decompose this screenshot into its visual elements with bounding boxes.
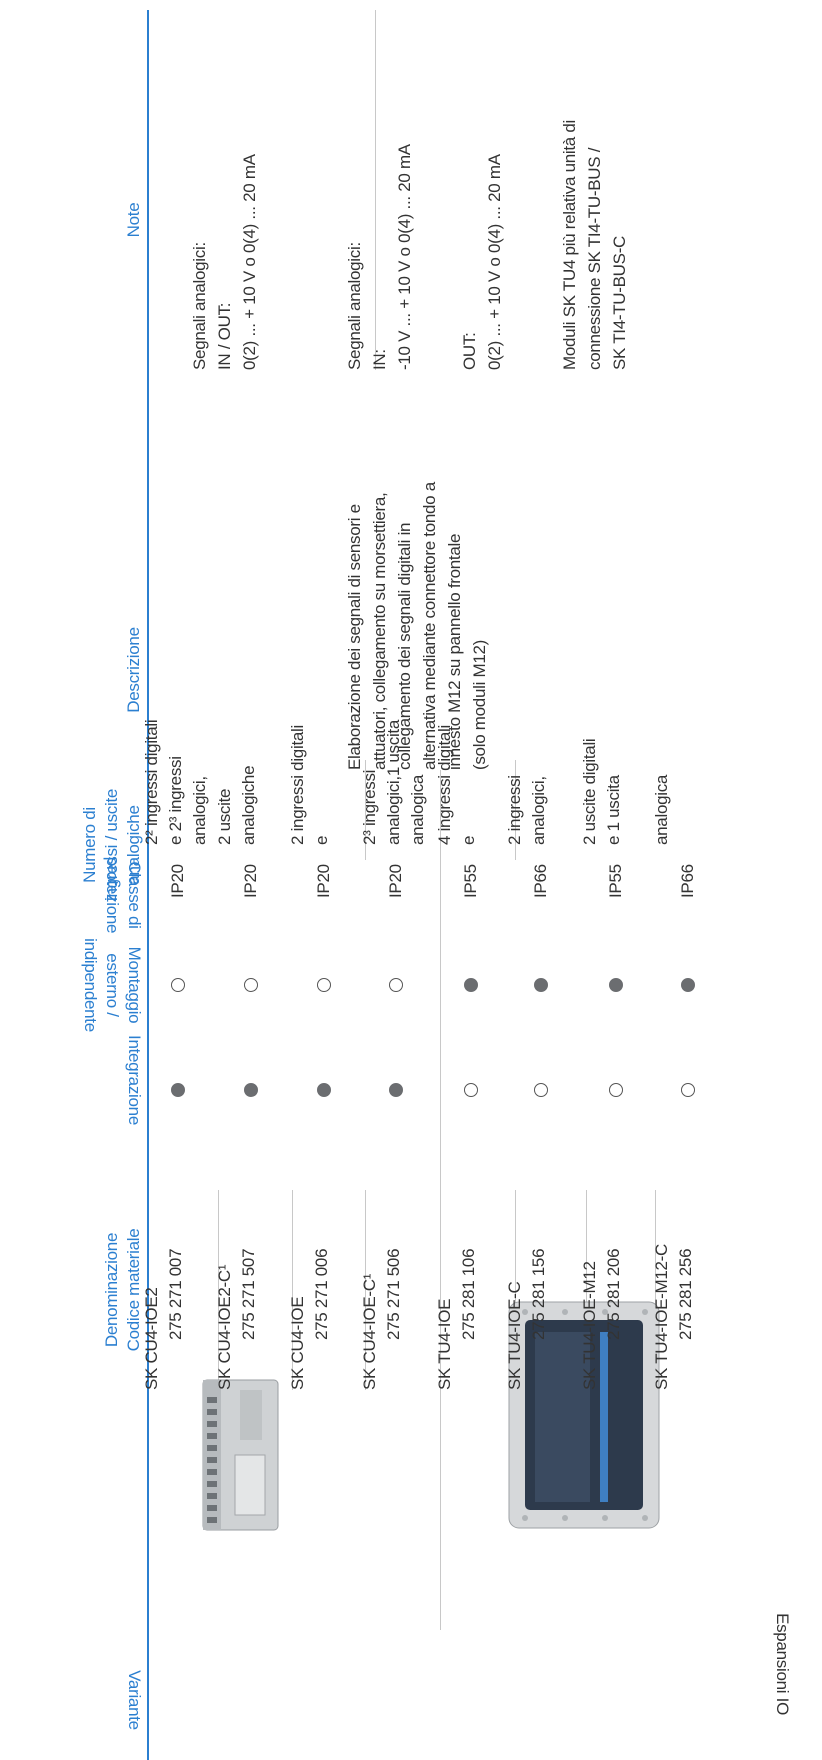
io-count: e <box>459 835 478 845</box>
header-line: Denominazione <box>102 1232 121 1348</box>
io-count: analogici, <box>529 776 548 845</box>
io-count: e 1 uscita <box>604 775 623 845</box>
io-count: 2 ingressi digitali <box>288 725 307 845</box>
protection-class: IP20 <box>314 864 333 898</box>
product-code: 275 281 206 <box>604 1248 623 1340</box>
description-line: attuatori, collegamento su morsettiera, <box>370 492 389 770</box>
product-code: 275 271 507 <box>239 1248 258 1340</box>
note-line: 0(2) ... + 10 V o 0(4) ... 20 mA <box>240 154 259 370</box>
io-count: e 2³ ingressi <box>166 756 185 845</box>
protection-class: IP66 <box>531 864 550 898</box>
note-line: -10 V ... + 10 V o 0(4) ... 20 mA <box>395 144 414 370</box>
protection-class: IP55 <box>606 864 625 898</box>
protection-class: IP66 <box>678 864 697 898</box>
bullet <box>609 1083 623 1097</box>
note-rule <box>375 10 376 370</box>
io-count: analogica <box>408 774 427 845</box>
header-variante: Variante <box>55 1650 145 1750</box>
io-count: 2³ ingressi <box>360 769 379 845</box>
note-line: IN: <box>370 349 389 370</box>
description-line: alternativa mediante connettore tondo a <box>420 482 439 770</box>
note-line: Segnali analogici: <box>345 242 364 370</box>
bullet <box>534 1083 548 1097</box>
note-line: Segnali analogici: <box>190 242 209 370</box>
note-line: connessione SK TI4-TU-BUS / <box>585 147 604 370</box>
bullet <box>534 978 548 992</box>
header-line: ingressi / uscite <box>102 788 121 902</box>
io-count: analogiche <box>239 765 258 845</box>
note-line: OUT: <box>460 332 479 370</box>
header-line: Note <box>124 202 143 238</box>
bullet <box>464 1083 478 1097</box>
io-count: e <box>312 835 331 845</box>
group-rule <box>440 770 441 1630</box>
io-count: 2 ingressi <box>505 775 524 845</box>
description-line: innesto M12 su pannello frontale <box>445 533 464 770</box>
product-name: SK TU4-IOE-M12 <box>580 1261 599 1390</box>
product-name: SK CU4-IOE2 <box>142 1287 161 1390</box>
description-line: (solo moduli M12) <box>470 639 489 770</box>
protection-class: IP20 <box>386 864 405 898</box>
product-name: SK TU4-IOE <box>435 1298 454 1390</box>
description-line: collegamento dei segnali digitali in <box>395 522 414 770</box>
note-line: Moduli SK TU4 più relativa unità di <box>560 120 579 370</box>
product-code: 275 271 506 <box>384 1248 403 1340</box>
device-cu4 <box>202 1379 279 1531</box>
bullet <box>244 1083 258 1097</box>
io-count: 2² ingressi digitali <box>142 719 161 845</box>
bullet <box>609 978 623 992</box>
bullet <box>681 978 695 992</box>
product-code: 275 281 106 <box>459 1248 478 1340</box>
bullet <box>171 978 185 992</box>
bullet <box>389 1083 403 1097</box>
bullet <box>389 978 403 992</box>
product-name: SK TU4-IOE-C <box>505 1281 524 1391</box>
product-code: 275 271 007 <box>166 1248 185 1340</box>
bullet <box>464 978 478 992</box>
protection-class: IP20 <box>241 864 260 898</box>
product-code: 275 281 256 <box>676 1248 695 1340</box>
io-count: analogici, <box>190 776 209 845</box>
description-line: Elaborazione dei segnali di sensori e <box>345 504 364 770</box>
group-label: Espansioni IO <box>773 1613 792 1715</box>
protection-class: IP55 <box>461 864 480 898</box>
note-line: 0(2) ... + 10 V o 0(4) ... 20 mA <box>485 154 504 370</box>
header-descrizione: Descrizione <box>55 580 145 760</box>
header-line: Variante <box>125 1670 144 1730</box>
product-code: 275 271 006 <box>312 1248 331 1340</box>
header-line: Numero di <box>80 807 99 883</box>
product-name: SK TU4-IOE-M12-C <box>652 1243 671 1390</box>
header-rule <box>147 10 149 1760</box>
protection-class: IP20 <box>168 864 187 898</box>
product-code: 275 281 156 <box>529 1248 548 1340</box>
io-count: 2 uscite digitali <box>580 738 599 845</box>
io-count: 2 uscite <box>215 788 234 845</box>
header-ingressi: Numero di ingressi / uscite analogiche <box>55 760 145 930</box>
header-note: Note <box>55 160 145 280</box>
product-name: SK CU4-IOE-C¹ <box>360 1273 379 1390</box>
bullet <box>244 978 258 992</box>
bullet <box>317 1083 331 1097</box>
note-line: SK TI4-TU-BUS-C <box>610 235 629 370</box>
device-tu4 <box>508 1301 660 1529</box>
bullet <box>171 1083 185 1097</box>
note-line: IN / OUT: <box>215 302 234 370</box>
io-count: analogica <box>652 774 671 845</box>
bullet <box>681 1083 695 1097</box>
header-denominazione: Denominazione Codice materiale <box>55 1180 145 1400</box>
bullet <box>317 978 331 992</box>
product-name: SK CU4-IOE2-C¹ <box>215 1264 234 1390</box>
product-name: SK CU4-IOE <box>288 1296 307 1390</box>
